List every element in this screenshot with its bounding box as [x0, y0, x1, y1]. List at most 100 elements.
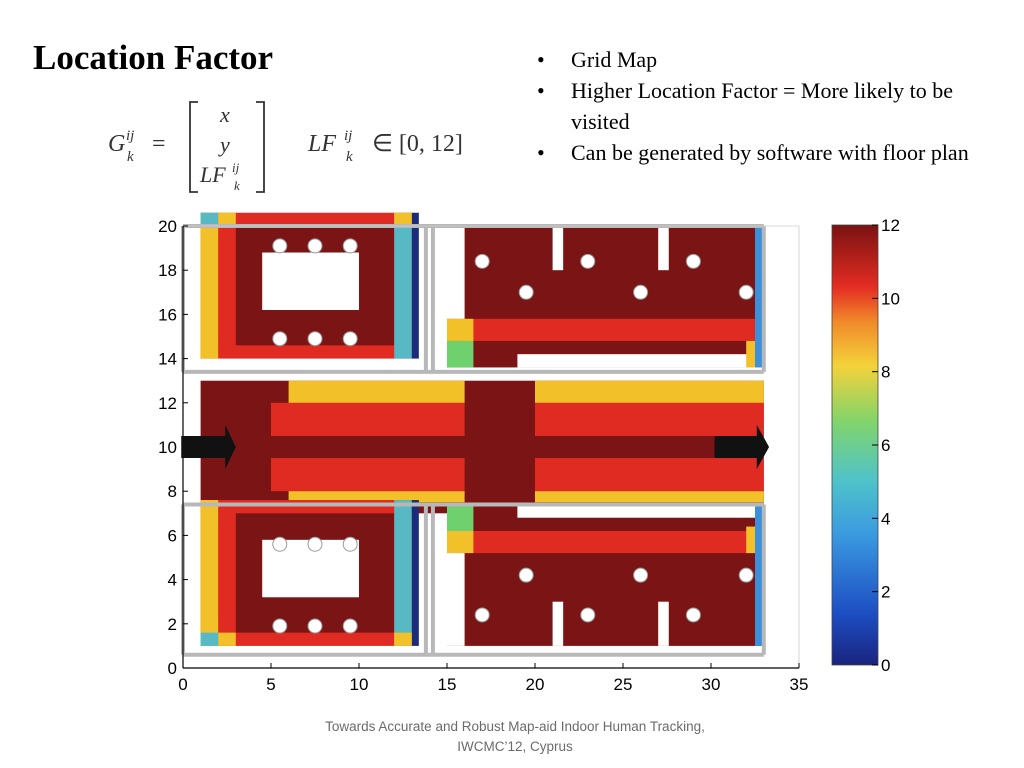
heat-cell: [394, 212, 412, 359]
heatmap-cells: [200, 212, 768, 646]
formula-g-symbol: G: [108, 131, 125, 157]
chair: [518, 284, 534, 300]
heat-cell: [218, 632, 236, 646]
chair: [272, 536, 288, 552]
heat-cell: [447, 226, 465, 319]
vector-lf-sub: k: [234, 178, 240, 193]
heat-cell: [394, 500, 412, 646]
heat-cell: [447, 226, 764, 368]
heat-cell: [411, 212, 419, 359]
heat-cell: [200, 212, 219, 359]
heat-cell: [447, 318, 474, 341]
x-tick-label: 25: [614, 675, 633, 694]
x-tick-label: 20: [526, 675, 545, 694]
heat-cell: [552, 601, 564, 646]
heat-cell: [464, 318, 764, 341]
chair: [307, 536, 323, 552]
chair: [272, 238, 288, 254]
y-tick-label: 6: [168, 526, 177, 545]
chair: [342, 618, 358, 634]
heat-cell: [411, 500, 419, 646]
heat-cell: [552, 226, 564, 271]
formula: G ij k = x y LF ij k LF ij k ∈ [0, 12]: [108, 101, 463, 193]
exit-arrow: [714, 424, 770, 470]
y-tick-label: 4: [168, 571, 177, 590]
y-tick-label: 16: [158, 305, 177, 324]
heat-cell: [288, 380, 465, 403]
heat-cell: [200, 632, 219, 646]
heat-cell: [517, 504, 764, 518]
y-tick-label: 20: [158, 217, 177, 236]
y-tick-label: 14: [158, 350, 177, 369]
chair: [272, 618, 288, 634]
x-tick-label: 35: [790, 675, 809, 694]
vector-y: y: [218, 132, 230, 157]
heat-cell: [447, 504, 474, 531]
heat-cell: [535, 380, 764, 403]
chair: [633, 567, 649, 583]
x-tick-label: 10: [350, 675, 369, 694]
y-tick-label: 0: [168, 659, 177, 678]
y-tick-label: 10: [158, 438, 177, 457]
chair: [738, 567, 754, 583]
chair: [342, 331, 358, 347]
lf-sup: ij: [344, 128, 352, 144]
y-tick-label: 2: [168, 615, 177, 634]
heat-cell: [658, 226, 669, 271]
x-tick-label: 30: [702, 675, 721, 694]
lf-range: ∈ [0, 12]: [372, 131, 463, 157]
chair: [633, 284, 649, 300]
heat-cell: [447, 340, 474, 368]
chair: [272, 331, 288, 347]
heat-cell: [394, 212, 412, 226]
formula-g-sup: ij: [126, 128, 134, 144]
heat-cell: [755, 226, 764, 368]
x-axis-ticks: 0 5 10 15 20 25 30 35: [178, 663, 808, 694]
heat-cell: [218, 212, 236, 226]
chair: [474, 253, 490, 269]
left-bracket: [189, 101, 198, 193]
flow-arrows: [181, 424, 770, 470]
x-tick-label: 0: [178, 675, 187, 694]
chair: [474, 607, 490, 623]
right-bracket: [256, 101, 265, 193]
heat-cell: [394, 632, 412, 646]
footer-line-2: IWCMC’12, Cyprus: [457, 739, 573, 754]
heat-cell: [755, 504, 764, 646]
heat-cell: [535, 402, 764, 436]
chair: [580, 253, 596, 269]
heat-cell: [200, 212, 219, 226]
chair: [307, 618, 323, 634]
vector-lf: LF: [199, 162, 226, 187]
chair: [342, 238, 358, 254]
bullet-item: Can be generated by software with floor …: [537, 137, 977, 168]
formula-equals: =: [152, 131, 166, 157]
x-tick-label: 15: [438, 675, 457, 694]
vector-x: x: [219, 102, 230, 127]
heat-cell: [271, 402, 465, 436]
chair: [342, 536, 358, 552]
map-axes: [182, 225, 800, 669]
bullet-item: Grid Map: [537, 44, 977, 75]
chair: [580, 607, 596, 623]
chair: [685, 253, 701, 269]
chair: [685, 607, 701, 623]
chair: [738, 284, 754, 300]
vector-lf-sup: ij: [232, 160, 240, 175]
formula-g-sub: k: [127, 149, 134, 165]
heat-cell: [200, 500, 219, 646]
y-tick-label: 12: [158, 394, 177, 413]
footer-line-1: Towards Accurate and Robust Map-aid Indo…: [325, 719, 705, 734]
lf-symbol: LF: [307, 131, 336, 157]
heat-cell: [447, 530, 474, 554]
slide-footer: Towards Accurate and Robust Map-aid Indo…: [280, 717, 750, 757]
entrance-arrow: [181, 424, 236, 470]
heat-cell: [447, 504, 764, 646]
x-tick-label: 5: [266, 675, 275, 694]
heat-cell: [464, 530, 764, 554]
y-tick-label: 18: [158, 261, 177, 280]
heat-cell: [535, 458, 764, 492]
heat-cell: [517, 354, 764, 368]
heat-cell: [535, 491, 764, 503]
meeting-table: [262, 252, 359, 310]
